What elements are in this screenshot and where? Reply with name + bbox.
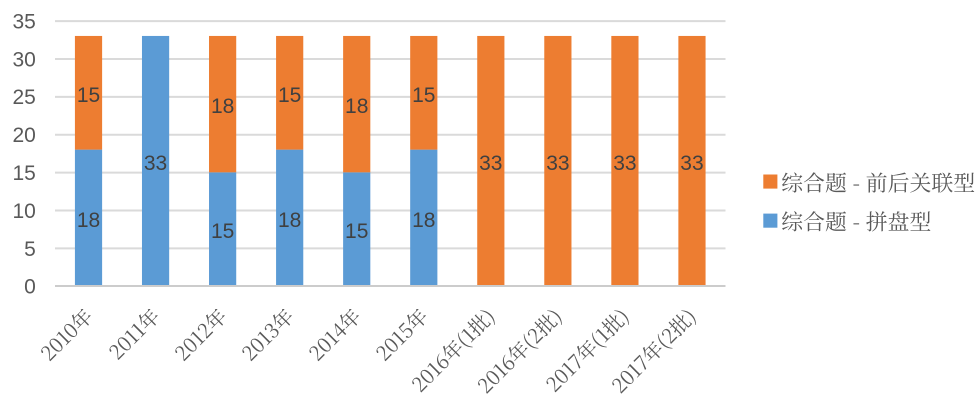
svg-text:30: 30 [12, 48, 35, 71]
svg-text:35: 35 [12, 10, 35, 33]
svg-text:5: 5 [24, 238, 36, 261]
svg-text:33: 33 [613, 152, 636, 175]
svg-text:18: 18 [77, 209, 100, 232]
svg-text:15: 15 [278, 84, 301, 107]
svg-text:18: 18 [278, 209, 301, 232]
svg-text:0: 0 [24, 276, 36, 299]
svg-text:20: 20 [12, 124, 35, 147]
svg-text:15: 15 [211, 220, 234, 243]
svg-text:25: 25 [12, 86, 35, 109]
svg-text:18: 18 [211, 95, 234, 118]
svg-text:15: 15 [345, 220, 368, 243]
svg-text:33: 33 [479, 152, 502, 175]
svg-text:33: 33 [680, 152, 703, 175]
svg-text:18: 18 [412, 209, 435, 232]
svg-text:10: 10 [12, 200, 35, 223]
svg-text:15: 15 [12, 162, 35, 185]
svg-text:33: 33 [546, 152, 569, 175]
svg-text:15: 15 [77, 84, 100, 107]
svg-text:18: 18 [345, 95, 368, 118]
svg-text:15: 15 [412, 84, 435, 107]
svg-text:33: 33 [144, 152, 167, 175]
